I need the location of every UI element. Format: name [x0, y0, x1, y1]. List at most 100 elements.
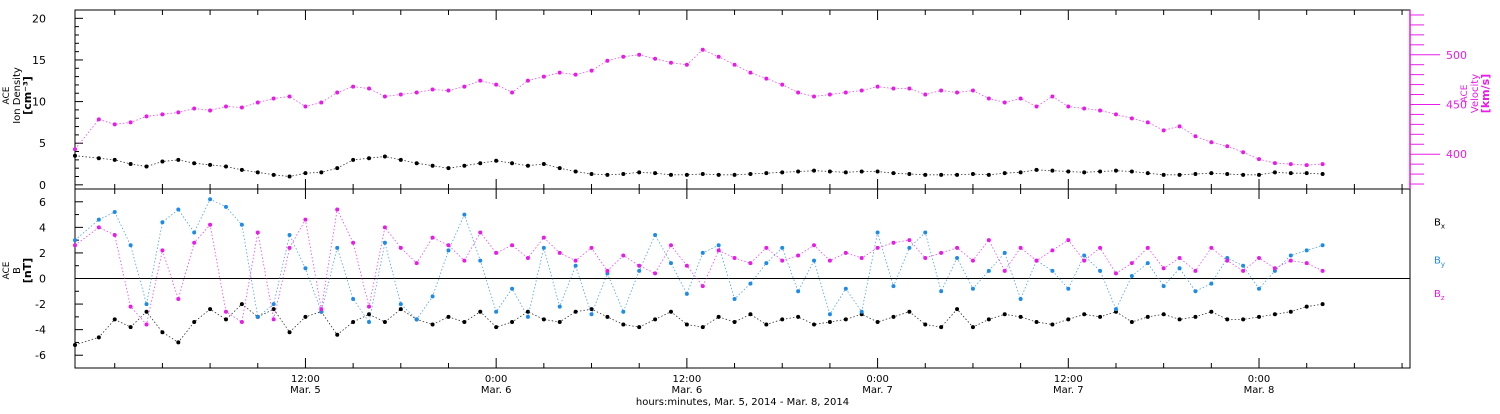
data-point: [1098, 169, 1103, 174]
data-point: [653, 271, 658, 276]
data-point: [160, 159, 165, 164]
data-point: [494, 325, 499, 330]
tl-y-tick-label: 5: [39, 137, 46, 150]
bl-y-tick-label: -4: [35, 324, 46, 337]
data-point: [812, 322, 817, 327]
series-trace: [74, 49, 1323, 166]
bottom-series-bz: [73, 207, 1325, 327]
x-tick-date-label: Mar. 6: [672, 385, 703, 396]
data-point: [891, 86, 896, 91]
data-point: [843, 317, 848, 322]
tl-axis-title-line: [cm⁻³]: [21, 76, 34, 115]
data-point: [1209, 281, 1214, 286]
data-point: [923, 322, 928, 327]
data-point: [812, 168, 817, 173]
data-point: [653, 171, 658, 176]
data-point: [446, 314, 451, 319]
data-point: [351, 296, 356, 301]
data-point: [382, 319, 387, 324]
data-point: [923, 256, 928, 261]
data-point: [1257, 256, 1262, 261]
data-point: [525, 78, 530, 83]
data-point: [827, 258, 832, 263]
data-points: [73, 47, 1325, 347]
data-point: [128, 304, 133, 309]
data-point: [1018, 314, 1023, 319]
data-point: [223, 164, 228, 169]
legend-entry-bz: Bz: [1434, 289, 1445, 302]
data-point: [1050, 322, 1055, 327]
data-point: [1288, 253, 1293, 258]
data-point: [668, 261, 673, 266]
data-point: [398, 157, 403, 162]
data-point: [367, 86, 372, 91]
data-point: [986, 172, 991, 177]
data-point: [96, 225, 101, 230]
data-point: [955, 172, 960, 177]
x-tick-date-label: Mar. 6: [481, 385, 512, 396]
x-tick-time-label: 0:00: [485, 374, 507, 385]
data-point: [605, 58, 610, 63]
data-point: [716, 314, 721, 319]
data-point: [653, 56, 658, 61]
data-point: [939, 250, 944, 255]
data-point: [73, 238, 77, 243]
x-tick-time-label: 12:00: [672, 374, 701, 385]
data-point: [398, 302, 403, 307]
bl-y-tick-label: 0: [39, 273, 46, 286]
data-point: [208, 108, 213, 113]
data-point: [351, 319, 356, 324]
data-point: [351, 240, 356, 245]
data-point: [796, 289, 801, 294]
data-point: [732, 319, 737, 324]
data-point: [1161, 128, 1166, 133]
data-point: [271, 307, 276, 312]
data-point: [970, 172, 975, 177]
data-point: [1304, 163, 1309, 168]
data-point: [827, 92, 832, 97]
data-point: [1209, 140, 1214, 145]
data-point: [1225, 317, 1230, 322]
data-point: [541, 74, 546, 79]
data-point: [1272, 161, 1277, 166]
data-point: [1034, 104, 1039, 109]
data-point: [1113, 307, 1118, 312]
x-tick-date-label: Mar. 7: [862, 385, 893, 396]
tr-y-tick-label: 500: [1446, 49, 1467, 62]
data-point: [73, 147, 77, 152]
data-point: [1050, 248, 1055, 253]
data-point: [96, 217, 101, 222]
data-point: [1018, 296, 1023, 301]
data-point: [255, 100, 260, 105]
data-point: [239, 105, 244, 110]
data-point: [96, 117, 101, 122]
data-point: [271, 172, 276, 177]
tl-y-tick-label: 0: [39, 179, 46, 192]
data-point: [637, 170, 642, 175]
data-point: [192, 106, 197, 111]
data-point: [859, 88, 864, 93]
data-point: [1272, 312, 1277, 317]
data-point: [621, 309, 626, 314]
data-point: [955, 90, 960, 95]
data-point: [589, 68, 594, 73]
data-point: [621, 54, 626, 59]
data-point: [367, 156, 372, 161]
bl-axis-title: ACE B[nT]: [2, 258, 34, 283]
data-point: [1241, 172, 1246, 177]
data-point: [446, 166, 451, 171]
data-point: [1082, 312, 1087, 317]
data-point: [1082, 106, 1087, 111]
data-point: [1098, 108, 1103, 113]
data-point: [112, 317, 117, 322]
data-point: [462, 84, 467, 89]
data-point: [1288, 171, 1293, 176]
data-point: [1272, 170, 1277, 175]
series-trace: [74, 198, 1323, 324]
data-point: [1145, 171, 1150, 176]
data-point: [891, 171, 896, 176]
data-point: [812, 258, 817, 263]
tr-y-tick-label: 400: [1446, 148, 1467, 161]
data-point: [684, 172, 689, 177]
